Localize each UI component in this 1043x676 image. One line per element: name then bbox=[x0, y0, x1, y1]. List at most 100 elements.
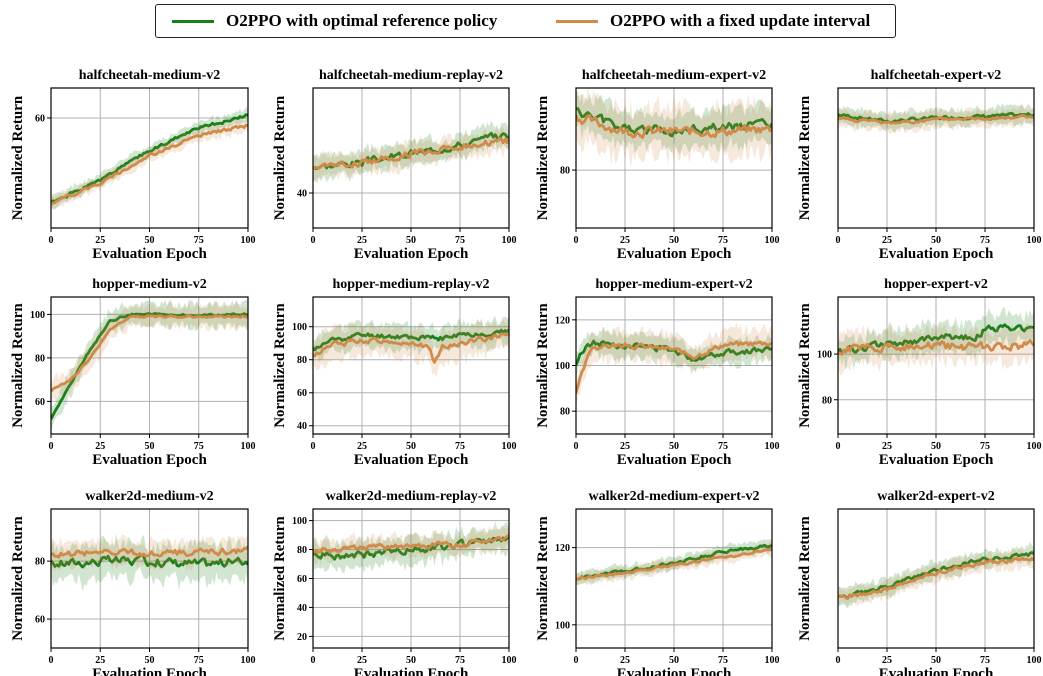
panel-5-xtick-label: 50 bbox=[145, 441, 155, 452]
panel-8-line-fixed bbox=[838, 339, 1034, 356]
panel-12-xlabel: Evaluation Epoch bbox=[879, 666, 994, 676]
panel-11-line-fixed bbox=[576, 547, 772, 581]
panel-5-line-fixed bbox=[51, 314, 248, 393]
legend: O2PPO with optimal reference policy O2PP… bbox=[155, 4, 896, 38]
panel-2-xtick-label: 25 bbox=[357, 235, 367, 246]
panel-10-xtick-label: 0 bbox=[311, 655, 316, 666]
panel-11-title: walker2d-medium-expert-v2 bbox=[588, 489, 759, 504]
panel-4: 0 25 50 75 100 halfcheetah-expert-v2 Evaluatio… bbox=[797, 68, 1042, 262]
panel-9-ylabel: Normalized Return bbox=[10, 516, 26, 641]
panel-8-line-optimal bbox=[838, 323, 1034, 355]
panel-7-band-optimal bbox=[576, 326, 772, 380]
panel-2-line-optimal bbox=[313, 131, 509, 171]
panel-7-line-fixed bbox=[576, 340, 772, 394]
panel-9-ytick-label: 80 bbox=[35, 557, 45, 568]
panel-3-band-optimal bbox=[576, 91, 772, 155]
panel-2-line-fixed bbox=[313, 136, 509, 171]
panel-11-ytick-label: 120 bbox=[555, 543, 570, 554]
panel-5-ytick-label: 60 bbox=[35, 397, 45, 408]
panel-10-ytick-label: 60 bbox=[297, 574, 307, 585]
panel-8-ytick-label: 100 bbox=[817, 350, 832, 361]
panel-6-band-optimal bbox=[313, 316, 509, 362]
panel-11-xtick-label: 25 bbox=[620, 655, 630, 666]
panel-3-ylabel: Normalized Return bbox=[535, 95, 551, 220]
panel-8-xtick-label: 100 bbox=[1027, 441, 1042, 452]
panel-10-xtick-label: 100 bbox=[502, 655, 517, 666]
panel-1-band-fixed bbox=[51, 118, 248, 211]
panel-12-xtick-label: 100 bbox=[1027, 655, 1042, 666]
panel-1-ytick-label: 60 bbox=[35, 114, 45, 125]
panel-4-xtick-label: 50 bbox=[931, 235, 941, 246]
panel-5-xtick-label: 75 bbox=[194, 441, 204, 452]
legend-label-fixed: O2PPO with a fixed update interval bbox=[610, 11, 871, 30]
panel-1-plot-area bbox=[51, 106, 248, 211]
panel-7-xtick-label: 75 bbox=[718, 441, 728, 452]
panel-6-xtick-label: 75 bbox=[455, 441, 465, 452]
panel-3-xtick-label: 25 bbox=[620, 235, 630, 246]
panel-3-xlabel: Evaluation Epoch bbox=[617, 246, 732, 262]
panel-8-xtick-label: 0 bbox=[836, 441, 841, 452]
panel-6-ytick-label: 80 bbox=[297, 355, 307, 366]
panel-1-xlabel: Evaluation Epoch bbox=[92, 246, 207, 262]
panel-2-ylabel: Normalized Return bbox=[272, 95, 288, 220]
panel-7: 0 25 50 75 100 80 100 120 hopper-medium-expert-v… bbox=[535, 277, 780, 468]
panel-5-ylabel: Normalized Return bbox=[10, 303, 26, 428]
panel-1-xtick-label: 25 bbox=[95, 235, 105, 246]
panel-4-title: halfcheetah-expert-v2 bbox=[871, 68, 1002, 83]
panel-1-xtick-label: 75 bbox=[194, 235, 204, 246]
panel-10-ytick-label: 20 bbox=[297, 632, 307, 643]
panel-12-line-fixed bbox=[838, 556, 1034, 600]
panel-3-title: halfcheetah-medium-expert-v2 bbox=[582, 68, 766, 83]
panel-4-xtick-label: 75 bbox=[980, 235, 990, 246]
panel-9-xlabel: Evaluation Epoch bbox=[92, 666, 207, 676]
panel-3-xtick-label: 100 bbox=[765, 235, 780, 246]
panel-3-plot-area bbox=[576, 88, 772, 169]
panel-8-ylabel: Normalized Return bbox=[797, 303, 813, 428]
panel-5-ytick-label: 100 bbox=[30, 310, 45, 321]
panel-5-plot-area bbox=[51, 299, 248, 432]
panel-8-xtick-label: 50 bbox=[931, 441, 941, 452]
panel-8-xtick-label: 25 bbox=[882, 441, 892, 452]
panel-10-xtick-label: 25 bbox=[357, 655, 367, 666]
panel-7-title: hopper-medium-expert-v2 bbox=[595, 277, 752, 292]
panel-7-xlabel: Evaluation Epoch bbox=[617, 452, 732, 468]
panel-9-plot-area bbox=[51, 532, 248, 592]
panel-2: 0 25 50 75 100 40 halfcheetah-medium-replay-v2… bbox=[272, 68, 517, 262]
panel-6-xtick-label: 100 bbox=[502, 441, 517, 452]
panel-8-band-fixed bbox=[838, 323, 1034, 376]
panel-11-xlabel: Evaluation Epoch bbox=[617, 666, 732, 676]
panel-7-ytick-label: 80 bbox=[560, 407, 570, 418]
panel-12-ylabel: Normalized Return bbox=[797, 516, 813, 641]
panel-7-ylabel: Normalized Return bbox=[535, 303, 551, 428]
panel-11-xtick-label: 100 bbox=[765, 655, 780, 666]
panel-8: 0 25 50 75 100 80 100 hopper-expert-v2 Evaluatio… bbox=[797, 277, 1042, 468]
panel-5-xtick-label: 0 bbox=[49, 441, 54, 452]
panel-6-xtick-label: 0 bbox=[311, 441, 316, 452]
panel-6-title: hopper-medium-replay-v2 bbox=[332, 277, 489, 292]
panel-11-plot-area bbox=[576, 538, 772, 586]
panel-9-xtick-label: 0 bbox=[49, 655, 54, 666]
panel-6-xtick-label: 25 bbox=[357, 441, 367, 452]
panel-3-xtick-label: 75 bbox=[718, 235, 728, 246]
panel-3: 0 25 50 75 100 80 halfcheetah-medium-expert-v2… bbox=[535, 68, 780, 262]
panel-10-title: walker2d-medium-replay-v2 bbox=[326, 489, 497, 504]
panel-6-ytick-label: 40 bbox=[297, 421, 307, 432]
panel-1-xtick-label: 100 bbox=[241, 235, 256, 246]
panel-10-line-fixed bbox=[313, 534, 509, 554]
panel-12-xtick-label: 0 bbox=[836, 655, 841, 666]
panel-4-xtick-label: 100 bbox=[1027, 235, 1042, 246]
legend-swatch-green bbox=[172, 19, 214, 23]
panel-8-title: hopper-expert-v2 bbox=[884, 277, 988, 292]
panel-12-plot-area bbox=[838, 541, 1034, 609]
panel-5-xtick-label: 100 bbox=[241, 441, 256, 452]
panel-8-xtick-label: 75 bbox=[980, 441, 990, 452]
panel-5-band-fixed bbox=[51, 301, 248, 403]
panel-12-xtick-label: 25 bbox=[882, 655, 892, 666]
panel-1-line-fixed bbox=[51, 123, 248, 205]
panel-7-plot-area bbox=[576, 322, 772, 409]
panel-11-xtick-label: 0 bbox=[574, 655, 579, 666]
panel-1-xtick-label: 50 bbox=[145, 235, 155, 246]
panel-7-ytick-label: 100 bbox=[555, 361, 570, 372]
panel-2-xtick-label: 0 bbox=[311, 235, 316, 246]
